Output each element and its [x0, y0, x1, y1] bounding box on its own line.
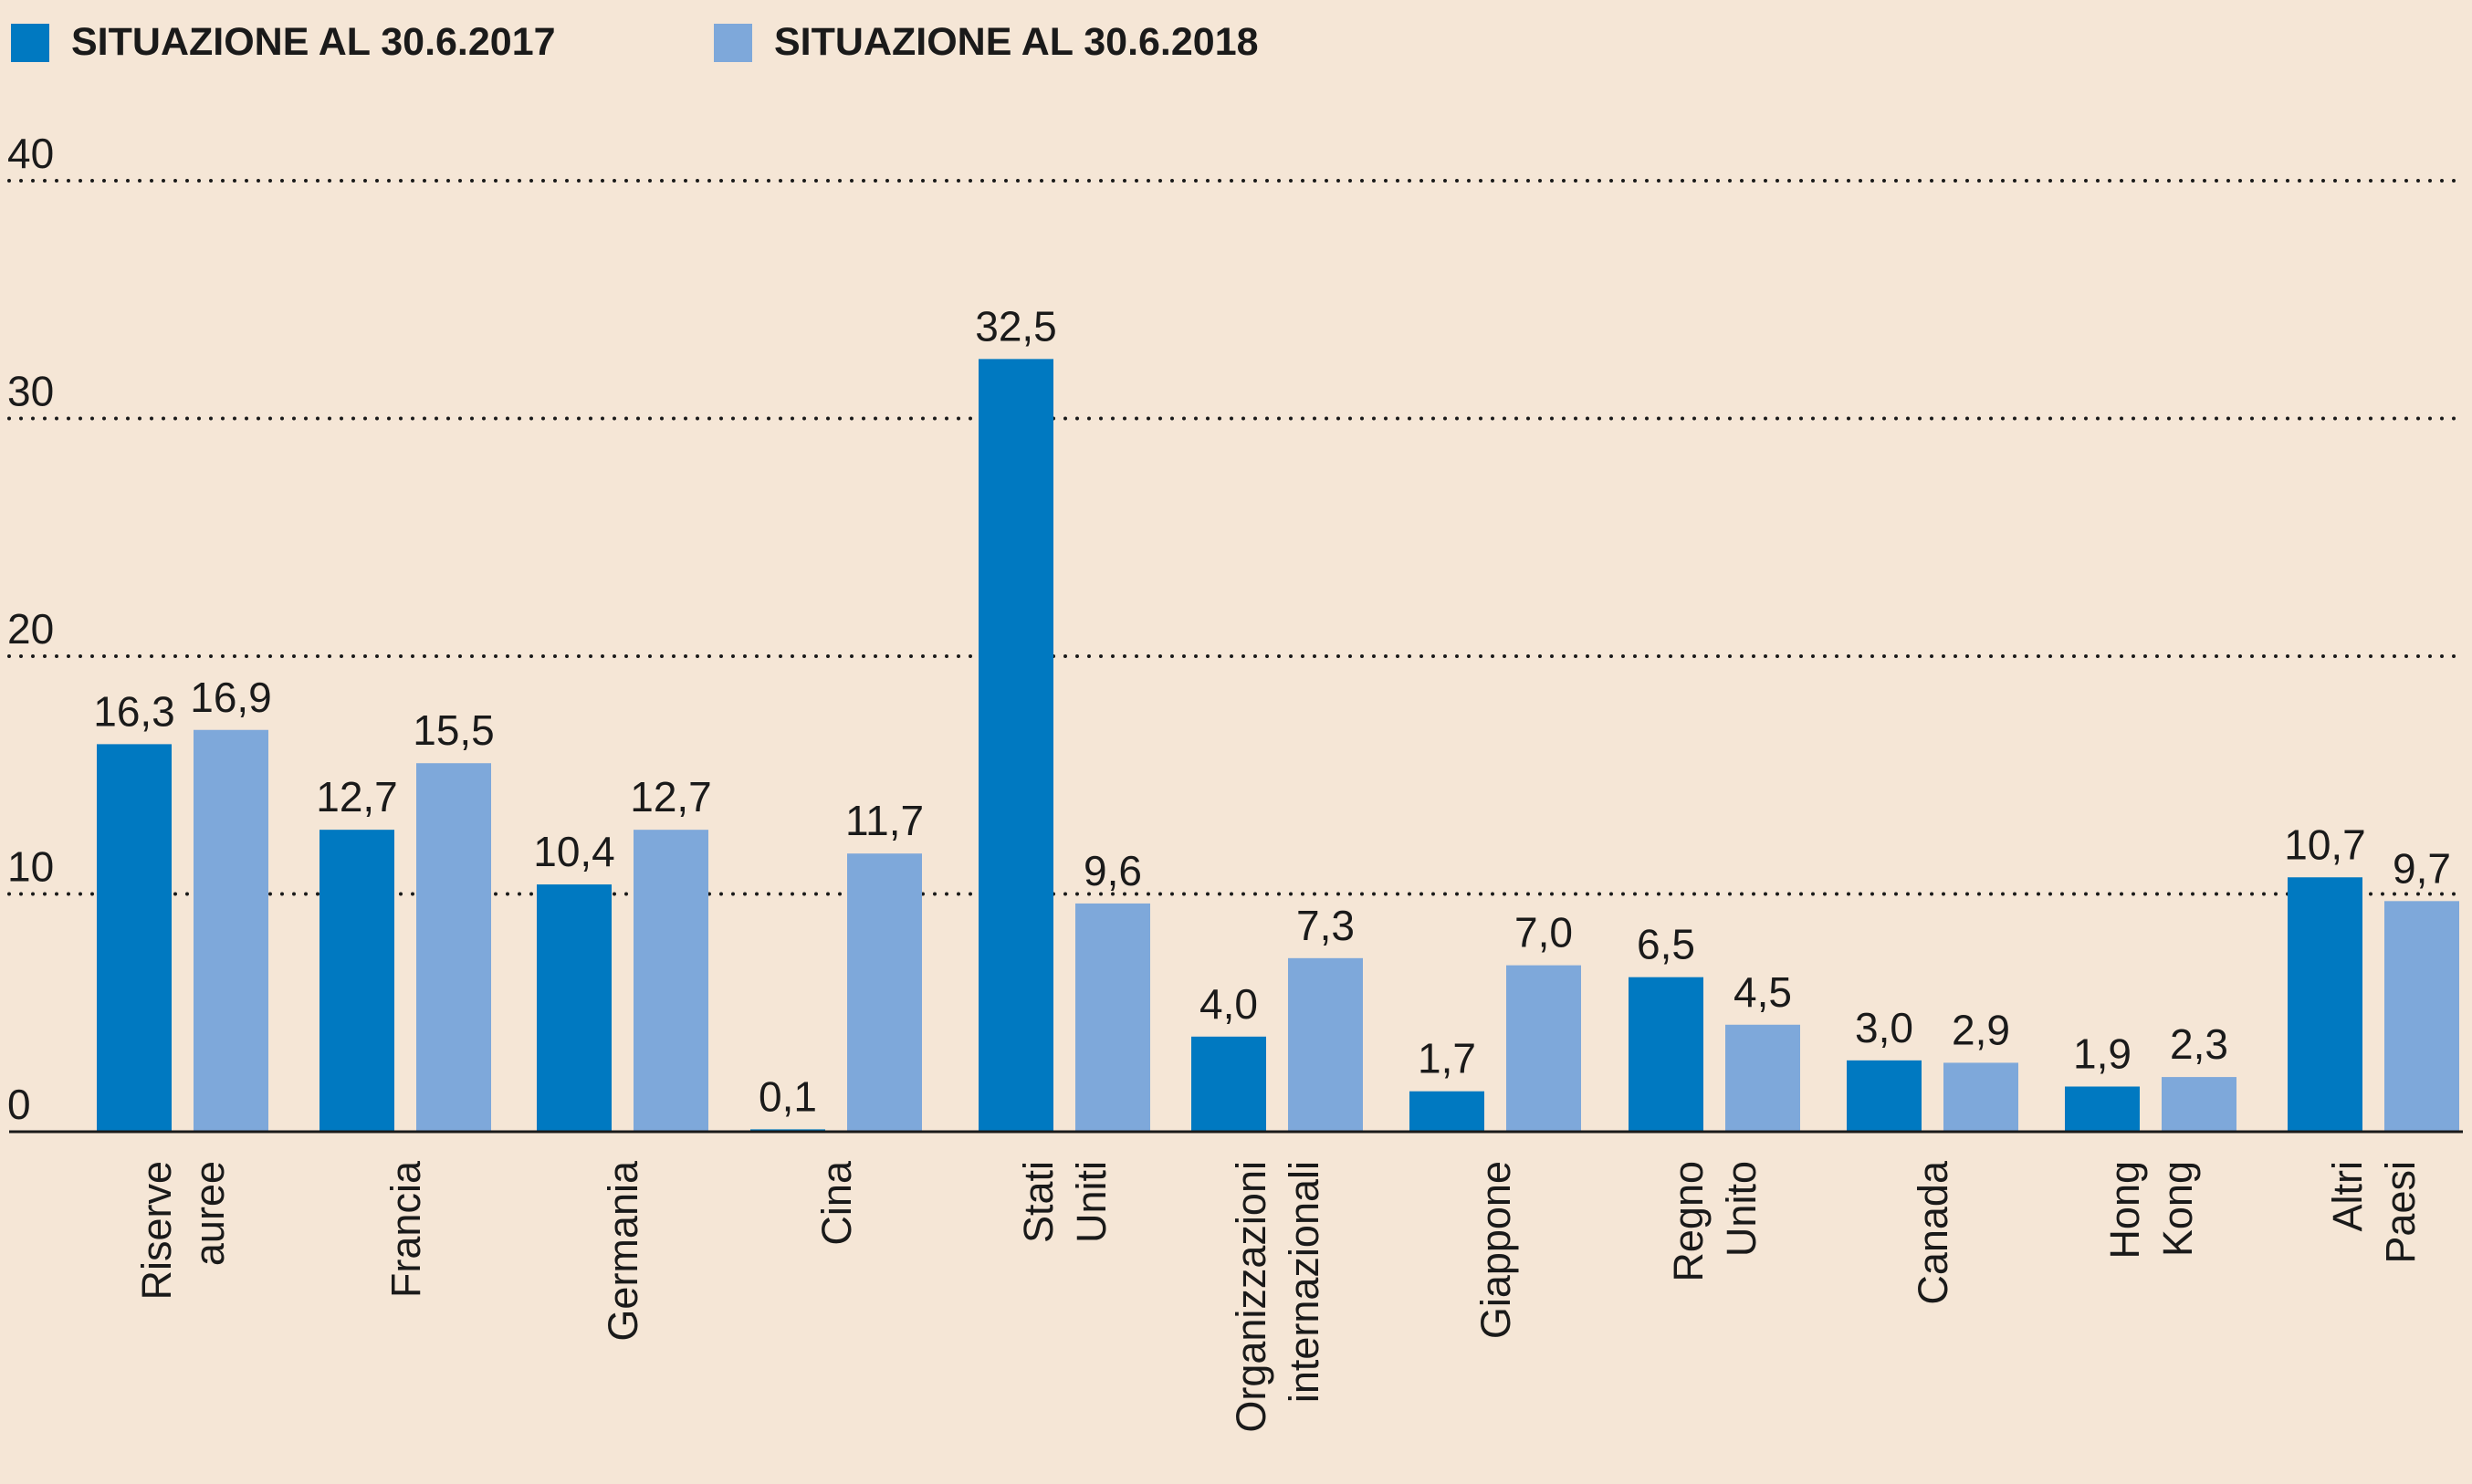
value-label-1-4: 0,1 [759, 1072, 817, 1120]
value-label-1-8: 6,5 [1637, 921, 1695, 968]
category-label-8-2: Unito [1718, 1161, 1765, 1257]
y-axis-ticks: 0 10 20 30 40 [7, 130, 54, 1128]
value-label-2-10: 2,3 [2170, 1020, 2228, 1068]
category-label-6-2: internazionali [1281, 1161, 1327, 1403]
bar-1-1 [97, 744, 172, 1132]
bar-1-2 [319, 830, 394, 1132]
legend-label-2: SITUAZIONE AL 30.6.2018 [774, 20, 1259, 64]
value-label-2-3: 12,7 [630, 773, 712, 820]
legend: SITUAZIONE AL 30.6.2017 SITUAZIONE AL 30.… [11, 20, 1259, 64]
category-label-10-1: Hong [2101, 1161, 2148, 1259]
y-tick-label-20: 20 [7, 605, 54, 653]
value-label-2-11: 9,7 [2393, 844, 2451, 892]
bar-2-8 [1725, 1024, 1800, 1132]
value-label-1-3: 10,4 [533, 828, 615, 875]
bar-1-11 [2288, 877, 2362, 1132]
value-label-1-6: 4,0 [1199, 980, 1258, 1028]
category-label-2-1: Francia [382, 1160, 429, 1298]
category-label-1-2: auree [186, 1161, 233, 1266]
category-label-8-1: Regno [1665, 1161, 1712, 1282]
category-label-10-2: Kong [2154, 1161, 2201, 1257]
value-label-2-6: 7,3 [1296, 902, 1355, 949]
bar-2-2 [416, 763, 491, 1132]
value-label-2-5: 9,6 [1084, 847, 1142, 894]
value-label-1-9: 3,0 [1855, 1004, 1913, 1051]
y-tick-label-40: 40 [7, 130, 54, 177]
category-label-1-1: Riserve [133, 1161, 180, 1301]
x-axis-labels: Riserve auree Francia Germania Cina Stati Unit… [133, 1160, 2424, 1433]
value-label-2-8: 4,5 [1734, 968, 1792, 1016]
value-label-1-11: 10,7 [2284, 820, 2366, 868]
bar-1-9 [1847, 1060, 1922, 1132]
value-label-2-4: 11,7 [845, 797, 924, 844]
value-label-2-9: 2,9 [1952, 1006, 2010, 1053]
value-label-1-2: 12,7 [316, 773, 398, 820]
bar-2-3 [634, 830, 708, 1132]
bar-2-5 [1075, 903, 1150, 1132]
bar-2-1 [194, 729, 268, 1132]
category-label-4-1: Cina [813, 1160, 860, 1246]
bar-1-5 [979, 359, 1053, 1132]
bar-2-7 [1506, 965, 1581, 1132]
bar-1-3 [537, 884, 612, 1132]
value-label-1-7: 1,7 [1418, 1035, 1476, 1082]
legend-swatch-2 [714, 24, 752, 62]
value-label-2-2: 15,5 [413, 706, 495, 754]
bar-2-11 [2384, 901, 2459, 1132]
y-tick-label-0: 0 [7, 1081, 31, 1128]
y-tick-label-10: 10 [7, 843, 54, 891]
legend-label-1: SITUAZIONE AL 30.6.2017 [71, 20, 556, 64]
bar-1-10 [2065, 1086, 2140, 1132]
bar-1-8 [1629, 977, 1703, 1132]
value-label-2-7: 7,0 [1514, 909, 1573, 956]
bar-2-10 [2162, 1077, 2236, 1132]
legend-swatch-1 [11, 24, 49, 62]
bars [97, 359, 2459, 1132]
value-label-1-1: 16,3 [93, 687, 175, 735]
category-label-5-2: Uniti [1068, 1161, 1115, 1243]
value-label-2-1: 16,9 [190, 674, 272, 721]
category-label-9-1: Canada [1910, 1160, 1956, 1305]
category-label-11-1: Altri [2324, 1161, 2371, 1232]
value-label-1-5: 32,5 [975, 302, 1057, 350]
bar-1-7 [1409, 1091, 1484, 1132]
category-label-6-1: Organizzazioni [1228, 1161, 1274, 1433]
value-labels: 16,3 16,9 12,7 15,5 10,4 12,7 0,1 11,7 32,5 9,6 4,… [93, 302, 2451, 1120]
category-label-11-2: Paesi [2377, 1161, 2424, 1264]
y-tick-label-30: 30 [7, 368, 54, 415]
bar-1-6 [1191, 1036, 1266, 1132]
bar-2-4 [847, 853, 922, 1132]
category-label-7-1: Giappone [1472, 1161, 1519, 1339]
bar-2-6 [1288, 957, 1363, 1132]
bar-2-9 [1943, 1062, 2018, 1132]
category-label-3-1: Germania [600, 1160, 646, 1342]
category-label-5-1: Stati [1015, 1161, 1062, 1243]
value-label-1-10: 1,9 [2073, 1030, 2132, 1078]
